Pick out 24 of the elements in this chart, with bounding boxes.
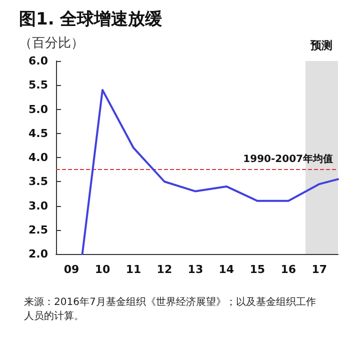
x-tick-label: 15 — [250, 263, 266, 276]
y-tick-label: 5.5 — [28, 78, 48, 92]
band-label: 预测 — [310, 39, 333, 52]
source-note: 来源：2016年7月基金组织《世界经济展望》；以及基金组织工作人员的计算。 — [24, 296, 317, 324]
chart-subtitle: （百分比） — [19, 36, 84, 51]
x-tick-label: 13 — [188, 263, 204, 276]
line-series — [81, 88, 339, 255]
x-tick-label: 12 — [156, 263, 172, 276]
y-tick-label: 2.5 — [28, 223, 48, 236]
y-tick-label: 3.0 — [28, 199, 48, 212]
x-tick-label: 17 — [312, 263, 328, 276]
y-tick-label: 3.5 — [28, 175, 48, 188]
y-tick-label: 4.5 — [28, 126, 48, 140]
y-tick-label: 5.0 — [28, 102, 48, 116]
x-tick-label: 14 — [218, 263, 234, 276]
y-tick-label: 2.0 — [28, 248, 48, 260]
x-tick-label: 09 — [64, 263, 80, 276]
chart-title: 图1. 全球增速放缓 — [19, 10, 164, 30]
y-tick-label: 4.0 — [28, 151, 48, 164]
ref-line-label: 1990-2007年均值 — [243, 153, 333, 166]
x-tick-label: 11 — [126, 263, 142, 276]
x-tick-label: 10 — [94, 263, 110, 276]
x-tick-label: 16 — [280, 263, 296, 276]
y-tick-label: 6.0 — [28, 54, 48, 68]
